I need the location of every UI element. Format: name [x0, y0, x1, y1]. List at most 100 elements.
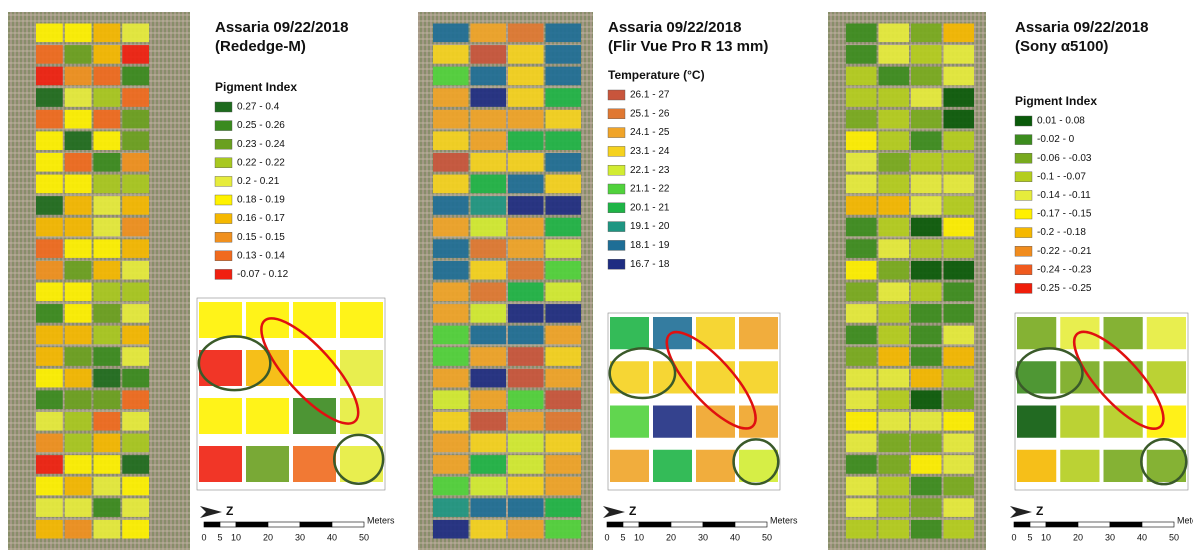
plot: [508, 455, 544, 474]
legend-swatch: [608, 203, 625, 213]
plot: [546, 88, 582, 107]
plot: [879, 283, 910, 302]
inset-plot: [739, 317, 778, 349]
plot: [122, 455, 149, 474]
plot: [944, 67, 975, 86]
panel-title: (Sony α5100): [1015, 38, 1108, 55]
plot: [94, 110, 121, 129]
legend-label: -0.06 - -0.03: [1037, 153, 1092, 164]
legend-label: 20.1 - 21: [630, 202, 670, 213]
plot: [36, 67, 63, 86]
north-label: Z: [629, 504, 636, 518]
plot: [546, 196, 582, 215]
legend-swatch: [608, 109, 625, 119]
plot: [846, 347, 877, 366]
plot: [508, 131, 544, 150]
plot: [471, 218, 507, 237]
plot: [65, 218, 92, 237]
plot: [433, 477, 469, 496]
plot: [36, 520, 63, 539]
plot: [879, 88, 910, 107]
plot: [433, 455, 469, 474]
panel-title: Assaria 09/22/2018: [215, 19, 348, 36]
plot: [94, 261, 121, 280]
plot: [65, 110, 92, 129]
plot: [65, 131, 92, 150]
plot: [471, 390, 507, 409]
plot: [94, 153, 121, 172]
plot: [65, 283, 92, 302]
plot: [944, 45, 975, 64]
plot: [122, 434, 149, 453]
scale-segment: [671, 522, 703, 527]
plot: [433, 520, 469, 539]
legend-swatch: [215, 121, 232, 131]
legend-label: 23.1 - 24: [630, 146, 670, 157]
legend-swatch: [1015, 228, 1032, 238]
plot: [546, 218, 582, 237]
scale-label: 10: [231, 532, 241, 542]
plot: [911, 390, 942, 409]
plot: [433, 434, 469, 453]
plot: [65, 520, 92, 539]
plot: [94, 498, 121, 517]
scale-segment: [1046, 522, 1078, 527]
plot: [94, 477, 121, 496]
plot: [65, 239, 92, 258]
plot: [508, 304, 544, 323]
legend-swatch: [1015, 190, 1032, 200]
plot: [508, 88, 544, 107]
plot: [546, 45, 582, 64]
plot: [546, 261, 582, 280]
plot: [508, 369, 544, 388]
plot: [36, 239, 63, 258]
scale-unit: Meters: [367, 515, 395, 525]
plot: [433, 131, 469, 150]
plot: [471, 477, 507, 496]
plot: [944, 110, 975, 129]
plot: [944, 24, 975, 43]
plot: [911, 88, 942, 107]
scale-unit: Meters: [770, 515, 798, 525]
inset-plot: [696, 361, 735, 393]
plot: [911, 218, 942, 237]
scale-label: 0: [1011, 532, 1016, 542]
plot: [879, 520, 910, 539]
plot: [879, 347, 910, 366]
plot: [546, 283, 582, 302]
legend-swatch: [1015, 135, 1032, 145]
plot: [94, 390, 121, 409]
plot: [36, 434, 63, 453]
plot: [944, 477, 975, 496]
plot: [36, 369, 63, 388]
inset-plot: [340, 398, 383, 434]
plot: [122, 347, 149, 366]
legend-swatch: [215, 158, 232, 168]
inset-plot: [610, 450, 649, 482]
scale-label: 40: [1137, 532, 1147, 542]
plot: [433, 175, 469, 194]
plot: [944, 196, 975, 215]
plot: [846, 218, 877, 237]
plot: [879, 218, 910, 237]
inset-plot: [653, 450, 692, 482]
legend-label: 16.7 - 18: [630, 259, 670, 270]
legend-label: 0.13 - 0.14: [237, 250, 285, 261]
legend-swatch: [1015, 116, 1032, 126]
scale-label: 50: [762, 532, 772, 542]
plot: [879, 24, 910, 43]
plot: [36, 498, 63, 517]
inset-plot: [1104, 450, 1143, 482]
plot: [433, 347, 469, 366]
plot: [122, 218, 149, 237]
plot: [122, 131, 149, 150]
scale-segment: [703, 522, 735, 527]
plot: [546, 434, 582, 453]
scale-label: 5: [1027, 532, 1032, 542]
plot: [94, 24, 121, 43]
plot: [846, 67, 877, 86]
scale-segment: [623, 522, 639, 527]
plot: [122, 24, 149, 43]
plot: [911, 24, 942, 43]
plot: [879, 110, 910, 129]
